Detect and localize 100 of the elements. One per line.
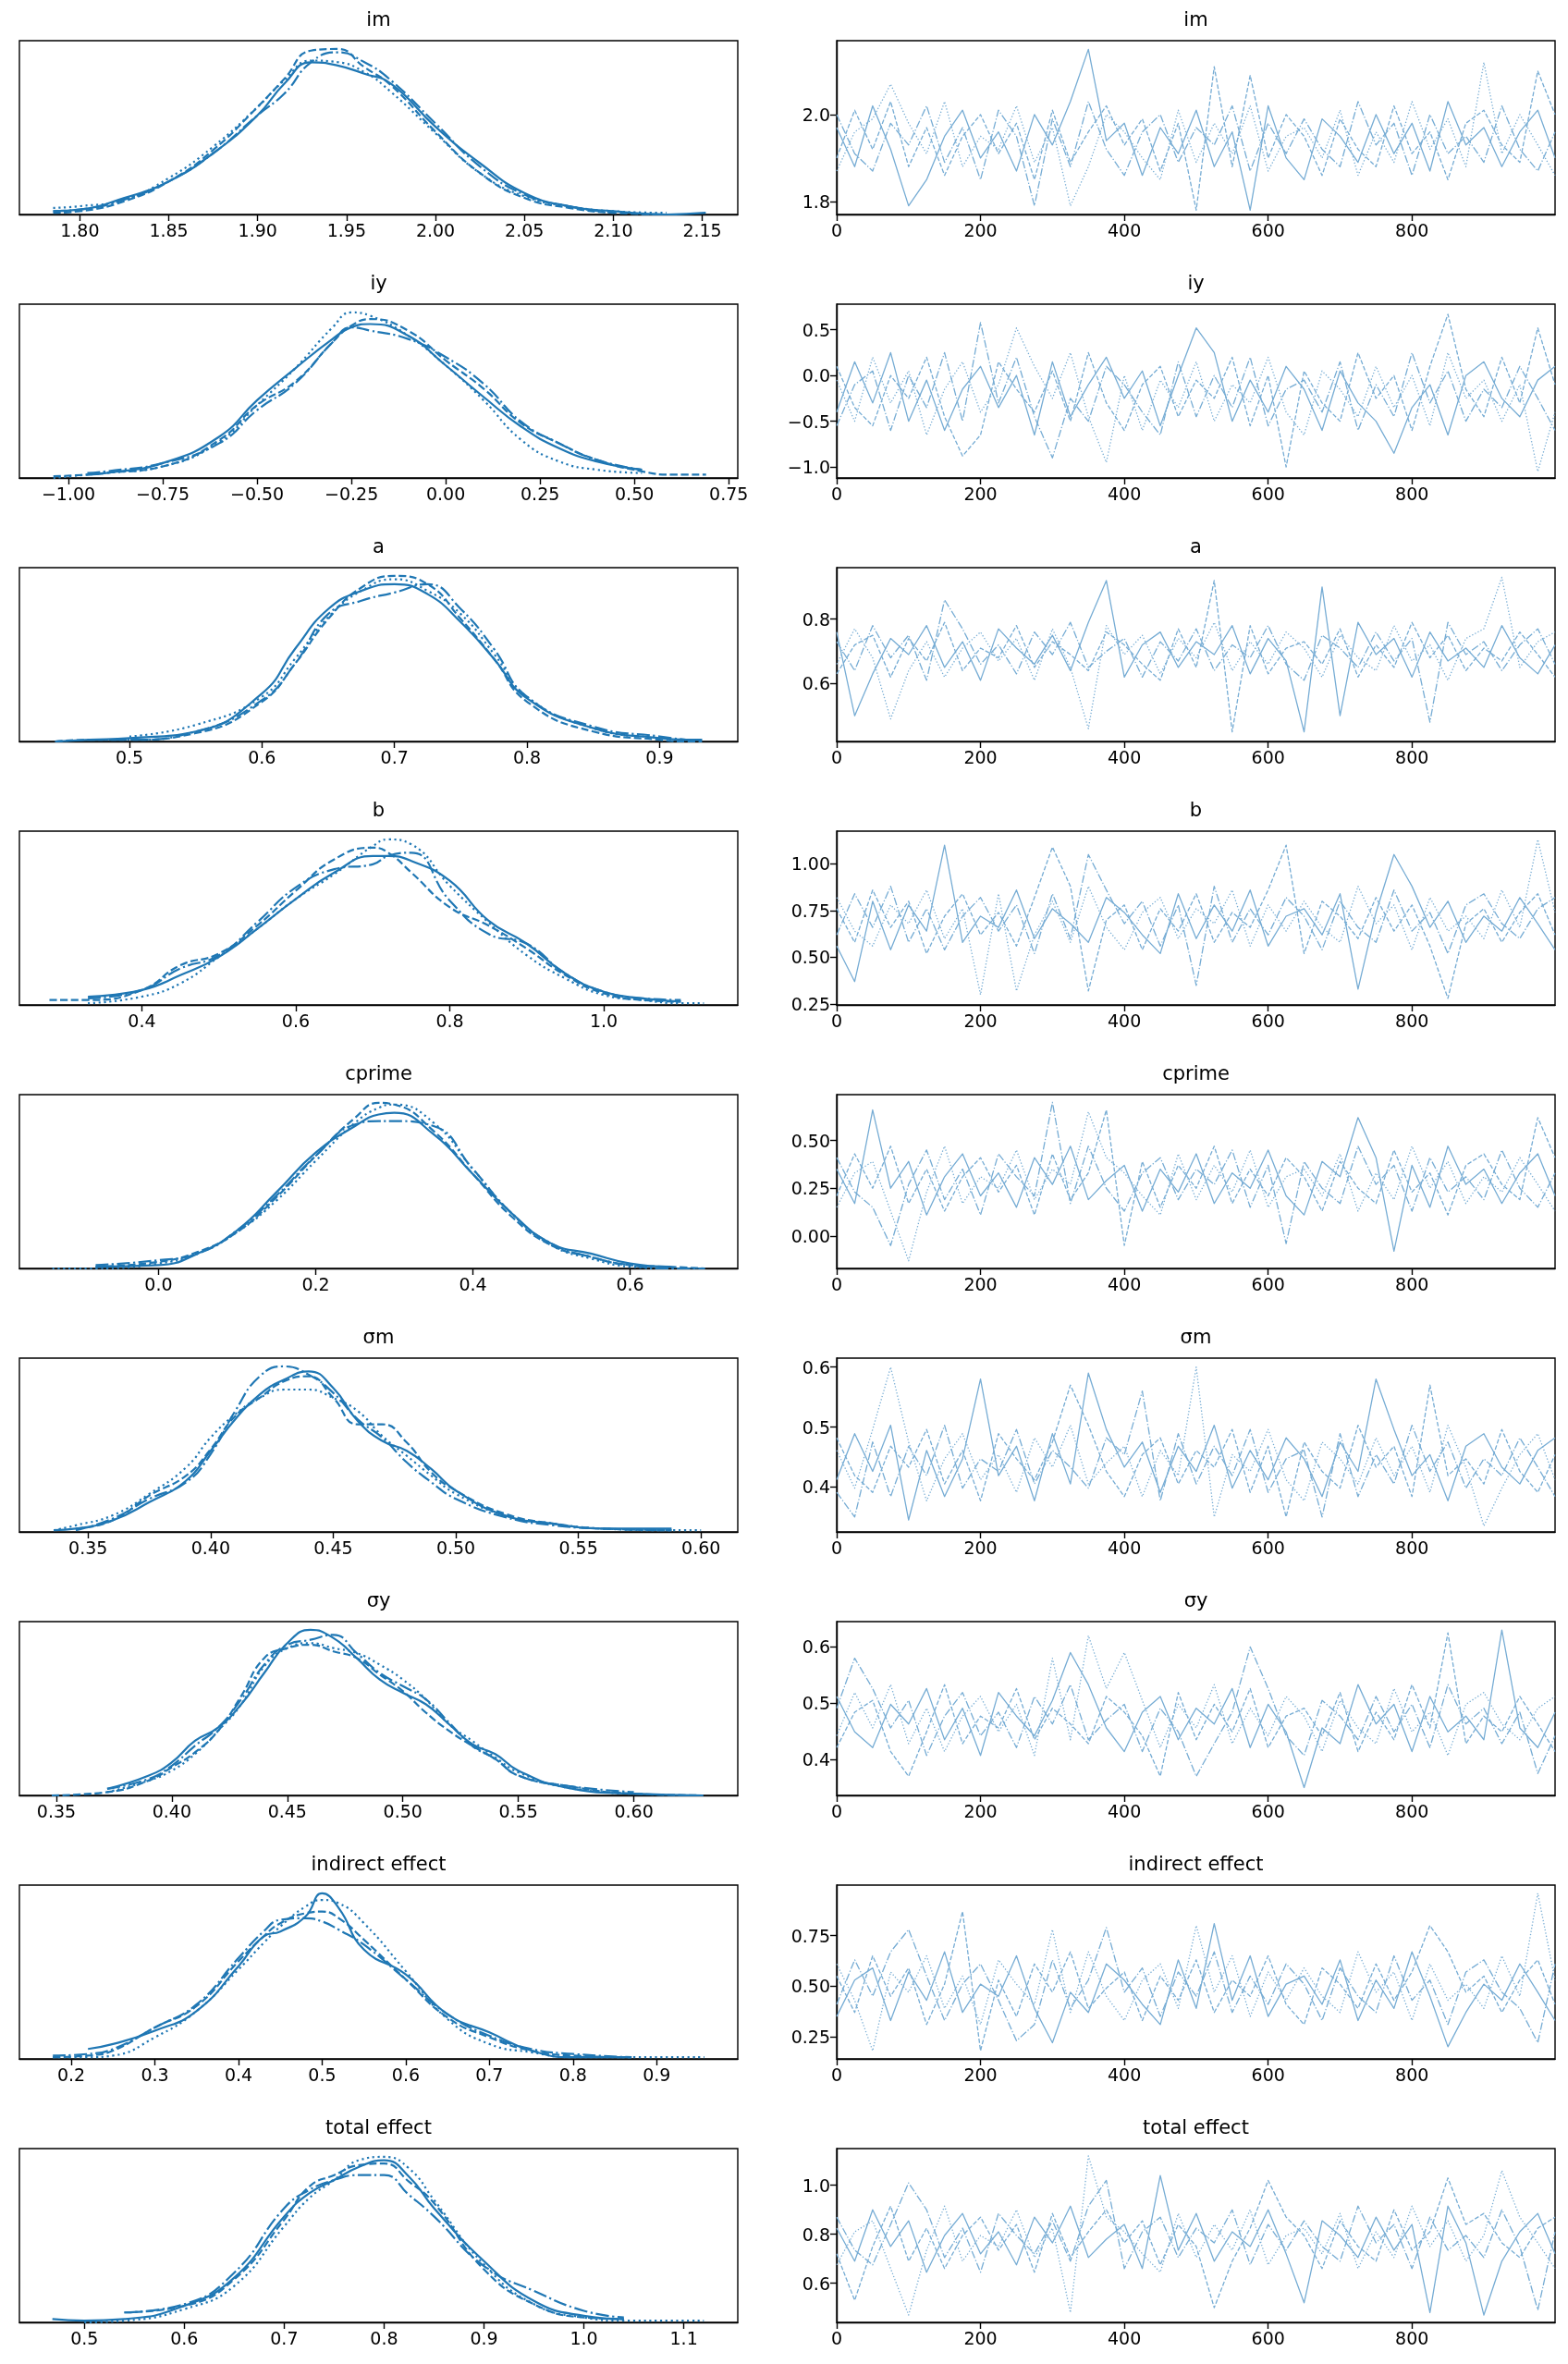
chart-title: σy [1183, 1588, 1208, 1611]
y-tick-label: 0.25 [790, 2026, 830, 2047]
y-tick-label: 0.75 [790, 900, 830, 921]
x-tick-label: 0.8 [370, 2327, 398, 2348]
y-tick-label: 0.4 [802, 1749, 830, 1770]
x-tick-label: 0.8 [435, 1010, 464, 1031]
x-tick-label: 0 [830, 1273, 843, 1294]
x-tick-label: 800 [1395, 746, 1429, 767]
x-tick-label: 0.35 [36, 1800, 77, 1821]
x-tick-label: 0.60 [681, 1537, 721, 1558]
chart-title: im [1183, 7, 1208, 31]
x-tick-label: 0 [830, 2327, 843, 2348]
x-tick-label: 800 [1395, 2327, 1429, 2348]
chart-title: iy [370, 271, 387, 294]
x-tick-label: 0.4 [224, 2064, 253, 2085]
x-tick-label: 0.7 [475, 2064, 504, 2085]
x-tick-label: 200 [963, 2327, 998, 2348]
x-tick-label: 200 [963, 1800, 998, 1821]
x-tick-label: 0.8 [558, 2064, 587, 2085]
x-tick-label: 600 [1251, 2064, 1285, 2085]
y-tick-label: −0.5 [787, 410, 830, 432]
x-tick-label: 600 [1251, 2327, 1285, 2348]
x-tick-label: 0.40 [152, 1800, 192, 1821]
x-tick-label: 2.05 [505, 219, 545, 240]
chart-title: cprime [1162, 1061, 1230, 1084]
x-tick-label: 800 [1395, 219, 1429, 240]
x-tick-label: 0 [830, 1800, 843, 1821]
x-tick-label: −0.25 [325, 483, 379, 504]
x-tick-label: 0.50 [435, 1537, 476, 1558]
x-tick-label: 0 [830, 2064, 843, 2085]
x-tick-label: 800 [1395, 1010, 1429, 1031]
x-tick-label: 0 [830, 219, 843, 240]
x-tick-label: 400 [1107, 2064, 1142, 2085]
y-tick-label: 0.6 [802, 673, 830, 694]
y-tick-label: 0.50 [790, 947, 830, 968]
x-tick-label: 0.9 [470, 2327, 498, 2348]
y-tick-label: 2.0 [802, 104, 830, 125]
x-tick-label: 400 [1107, 1537, 1142, 1558]
x-tick-label: −1.00 [41, 483, 96, 504]
y-tick-label: 1.0 [802, 2174, 830, 2196]
chart-title: a [373, 534, 385, 557]
x-tick-label: 200 [963, 483, 998, 504]
x-tick-label: 0.5 [115, 746, 144, 767]
x-tick-label: 200 [963, 1010, 998, 1031]
x-tick-label: 200 [963, 1537, 998, 1558]
x-tick-label: 0.4 [459, 1273, 487, 1294]
x-tick-label: 200 [963, 1273, 998, 1294]
x-tick-label: 0 [830, 746, 843, 767]
x-tick-label: 0.55 [558, 1537, 598, 1558]
chart-title: σm [362, 1325, 395, 1348]
chart-title: b [1189, 798, 1203, 821]
y-tick-label: 0.25 [790, 993, 830, 1014]
x-tick-label: 600 [1251, 483, 1285, 504]
x-tick-label: 0.3 [141, 2064, 169, 2085]
x-tick-label: 800 [1395, 2064, 1429, 2085]
x-tick-label: 0.7 [270, 2327, 299, 2348]
x-tick-label: 0.8 [512, 746, 542, 767]
x-tick-label: 1.80 [60, 219, 100, 240]
x-tick-label: 0.9 [643, 2064, 671, 2085]
x-tick-label: 0.7 [380, 746, 409, 767]
x-tick-label: 0.50 [615, 483, 655, 504]
x-tick-label: 0.5 [70, 2327, 99, 2348]
x-tick-label: 0.6 [281, 1010, 311, 1031]
y-tick-label: 0.6 [802, 1636, 830, 1658]
x-tick-label: 400 [1107, 1010, 1142, 1031]
x-tick-label: 0.45 [267, 1800, 307, 1821]
x-tick-label: 0.60 [614, 1800, 654, 1821]
y-tick-label: 0.8 [802, 2223, 830, 2245]
y-tick-label: 0.00 [790, 1225, 830, 1246]
x-tick-label: 200 [963, 219, 998, 240]
x-tick-label: 0.55 [498, 1800, 538, 1821]
x-tick-label: 600 [1251, 1273, 1285, 1294]
y-tick-label: 0.50 [790, 1130, 830, 1151]
y-tick-label: 1.8 [802, 190, 830, 212]
y-tick-label: 0.0 [802, 365, 830, 386]
y-tick-label: −1.0 [787, 457, 830, 478]
x-tick-label: 0.75 [709, 483, 749, 504]
x-tick-label: 1.85 [149, 219, 189, 240]
chart-title: σm [1180, 1325, 1212, 1348]
y-tick-label: 0.4 [802, 1476, 830, 1498]
x-tick-label: 0.2 [56, 2064, 86, 2085]
x-tick-label: 400 [1107, 1800, 1142, 1821]
y-tick-label: 0.5 [802, 319, 830, 340]
x-tick-label: 0.45 [313, 1537, 353, 1558]
x-tick-label: 2.00 [415, 219, 456, 240]
x-tick-label: 0 [830, 1010, 843, 1031]
x-tick-label: 1.0 [589, 1010, 619, 1031]
y-tick-label: 0.25 [790, 1178, 830, 1199]
x-tick-label: 2.10 [594, 219, 633, 240]
x-tick-label: 0.0 [144, 1273, 173, 1294]
x-tick-label: 1.90 [238, 219, 277, 240]
x-tick-label: 0.35 [68, 1537, 108, 1558]
x-tick-label: 0 [830, 1537, 843, 1558]
chart-title: σy [366, 1588, 391, 1611]
x-tick-label: 1.0 [570, 2327, 598, 2348]
x-tick-label: 0.50 [383, 1800, 423, 1821]
chart-title: iy [1187, 271, 1205, 294]
y-tick-label: 0.6 [802, 2272, 830, 2294]
x-tick-label: 800 [1395, 1537, 1429, 1558]
x-tick-label: 400 [1107, 219, 1142, 240]
